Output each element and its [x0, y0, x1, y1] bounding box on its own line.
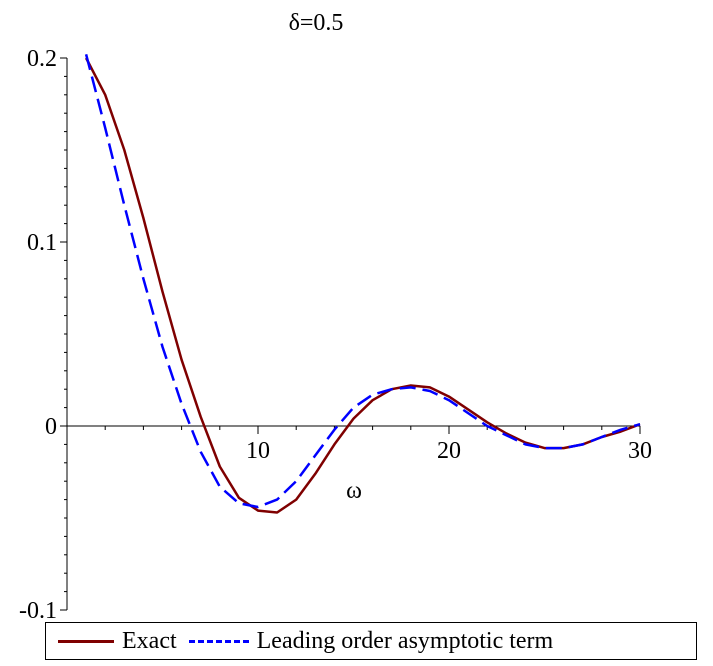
- legend-label-exact: Exact: [122, 627, 177, 654]
- y-tick-label: 0.2: [27, 46, 57, 72]
- y-tick-label: -0.1: [19, 598, 57, 624]
- legend-label-asymptotic: Leading order asymptotic term: [256, 627, 554, 654]
- series-line-asymptotic: [84, 53, 641, 509]
- legend-swatch-asymptotic: [188, 639, 249, 643]
- legend-item-asymptotic: Leading order asymptotic term: [177, 627, 554, 655]
- series-line-exact: [84, 57, 641, 514]
- y-tick-label: 0.1: [27, 230, 57, 256]
- chart-title: δ=0.5: [289, 10, 344, 36]
- ticks: 10 20 30 0.2 0.1 0 -0.1: [19, 46, 652, 624]
- legend-item-exact: Exact: [46, 628, 177, 655]
- x-tick-label: 10: [246, 438, 270, 464]
- legend-swatch-exact: [58, 639, 114, 643]
- axes: [66, 58, 640, 610]
- x-tick-label: 30: [628, 438, 652, 464]
- x-tick-label: 20: [437, 438, 461, 464]
- x-axis-label: ω: [346, 478, 362, 504]
- y-tick-label: 0: [45, 414, 57, 440]
- legend: Exact Leading order asymptotic term: [45, 622, 697, 660]
- series-lines: [84, 53, 641, 514]
